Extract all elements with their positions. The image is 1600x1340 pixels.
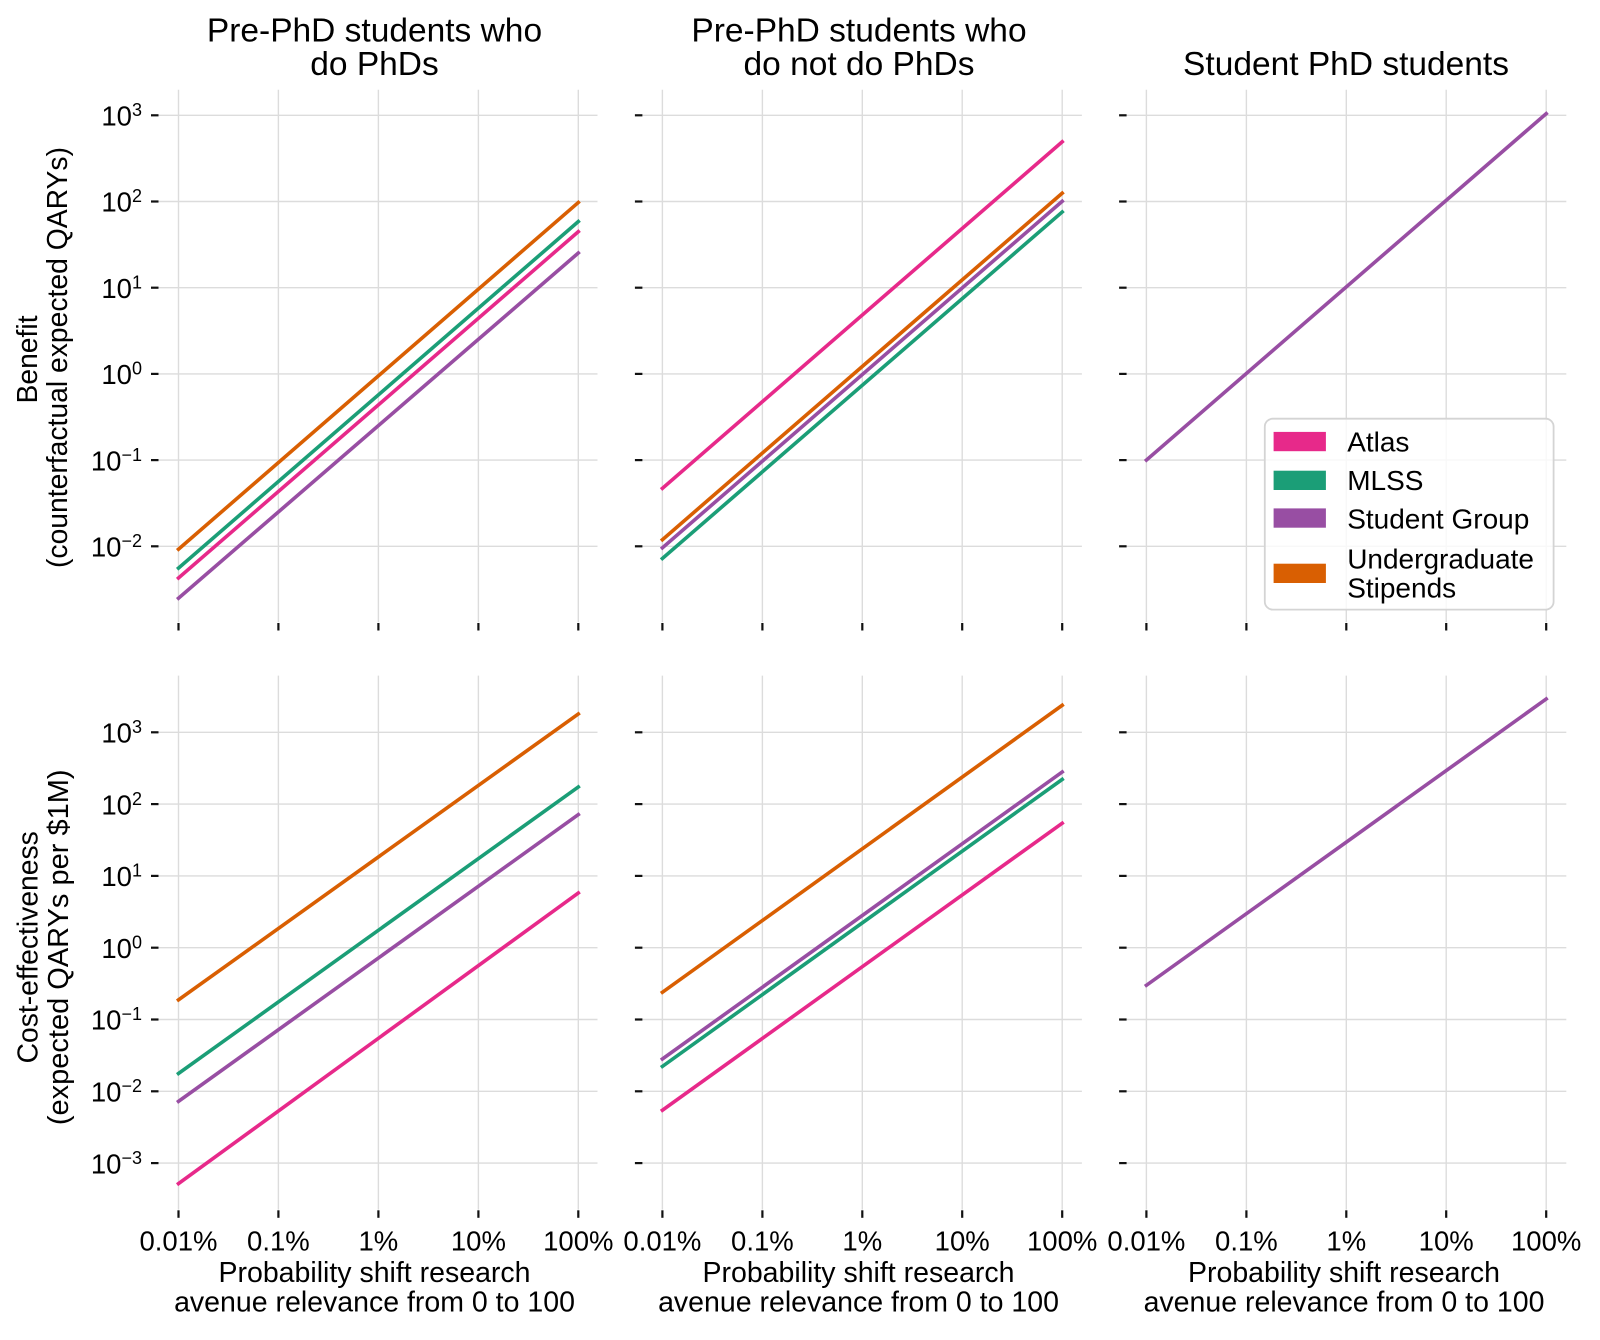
svg-text:Pre-PhD students who: Pre-PhD students who (691, 13, 1026, 50)
svg-text:1%: 1% (1326, 1225, 1366, 1256)
svg-text:MLSS: MLSS (1347, 465, 1423, 496)
svg-text:100%: 100% (543, 1225, 613, 1256)
svg-text:10%: 10% (1419, 1225, 1474, 1256)
svg-text:0.1%: 0.1% (731, 1225, 794, 1256)
svg-text:Probability shift research: Probability shift research (1188, 1257, 1500, 1289)
svg-text:10−3: 10−3 (91, 1148, 142, 1180)
svg-text:100%: 100% (1511, 1225, 1581, 1256)
svg-text:Probability shift research: Probability shift research (702, 1257, 1014, 1289)
svg-text:0.1%: 0.1% (1215, 1225, 1278, 1256)
svg-text:Pre-PhD students who: Pre-PhD students who (207, 13, 542, 50)
svg-text:0.1%: 0.1% (247, 1225, 310, 1256)
svg-text:102: 102 (101, 186, 142, 218)
svg-text:Probability shift research: Probability shift research (218, 1257, 530, 1289)
svg-text:103: 103 (101, 717, 142, 749)
svg-text:do PhDs: do PhDs (310, 46, 439, 83)
svg-text:102: 102 (101, 789, 142, 821)
svg-text:0.01%: 0.01% (623, 1225, 701, 1256)
svg-text:10−1: 10−1 (91, 1004, 142, 1036)
svg-text:101: 101 (101, 272, 142, 304)
svg-text:101: 101 (101, 861, 142, 893)
svg-text:100: 100 (101, 359, 142, 391)
svg-text:Student PhD students: Student PhD students (1183, 46, 1509, 83)
svg-text:1%: 1% (842, 1225, 882, 1256)
svg-text:do not do PhDs: do not do PhDs (744, 46, 975, 83)
svg-text:0.01%: 0.01% (1107, 1225, 1185, 1256)
svg-text:1%: 1% (359, 1225, 399, 1256)
svg-text:10−1: 10−1 (91, 445, 142, 477)
svg-text:Atlas: Atlas (1347, 427, 1409, 458)
svg-text:103: 103 (101, 100, 142, 132)
svg-text:Benefit: Benefit (11, 315, 43, 403)
svg-text:0.01%: 0.01% (140, 1225, 218, 1256)
svg-text:10%: 10% (935, 1225, 990, 1256)
svg-text:Undergraduate: Undergraduate (1347, 544, 1534, 575)
svg-text:(counterfactual expected QARYs: (counterfactual expected QARYs) (41, 147, 73, 568)
svg-text:avenue relevance from 0 to 100: avenue relevance from 0 to 100 (658, 1287, 1059, 1319)
svg-text:10%: 10% (451, 1225, 506, 1256)
svg-text:100%: 100% (1027, 1225, 1097, 1256)
svg-text:(expected QARYs per $1M): (expected QARYs per $1M) (43, 769, 75, 1125)
svg-text:Stipends: Stipends (1347, 573, 1456, 604)
svg-text:10−2: 10−2 (91, 1076, 142, 1108)
svg-text:Student Group: Student Group (1347, 503, 1529, 534)
svg-text:avenue relevance from 0 to 100: avenue relevance from 0 to 100 (1144, 1287, 1545, 1319)
svg-text:Cost-effectiveness: Cost-effectiveness (11, 831, 43, 1063)
svg-text:100: 100 (101, 932, 142, 964)
svg-text:10−2: 10−2 (91, 531, 142, 563)
svg-text:avenue relevance from 0 to 100: avenue relevance from 0 to 100 (174, 1287, 575, 1319)
